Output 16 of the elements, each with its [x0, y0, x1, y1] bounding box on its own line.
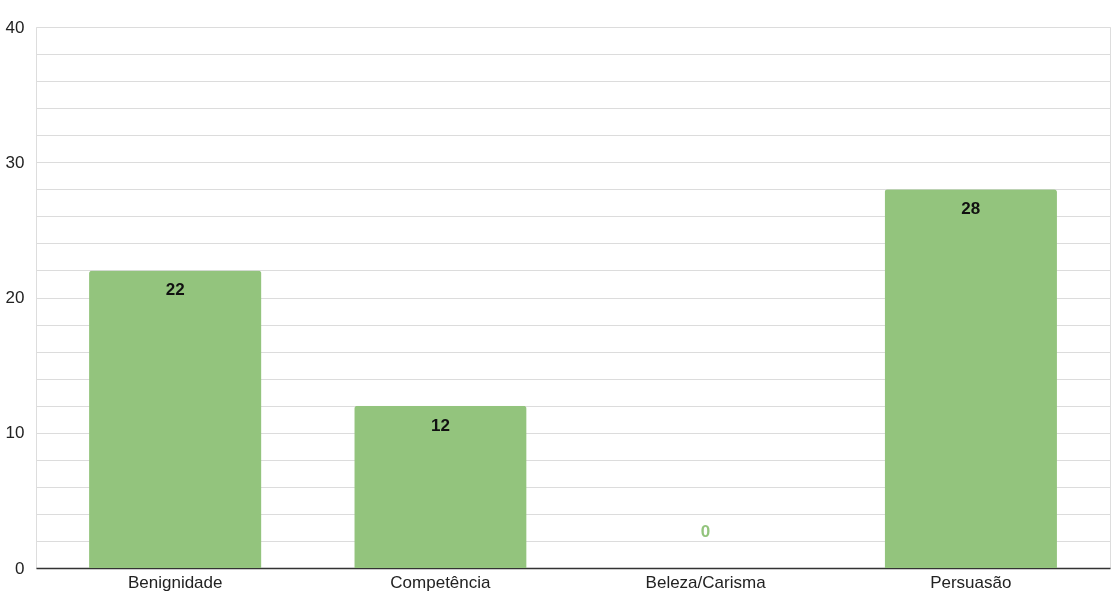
data-label: 22 — [165, 280, 185, 300]
y-tick-label: 10 — [5, 423, 25, 443]
x-tick-label: Benignidade — [127, 572, 223, 592]
x-tick-label: Beleza/Carisma — [645, 572, 767, 592]
bar — [89, 270, 262, 568]
x-tick-label: Competência — [390, 572, 492, 592]
y-tick-label: 0 — [15, 558, 25, 578]
bar — [354, 405, 527, 568]
y-tick-label: 30 — [5, 152, 25, 172]
x-tick-label: Persuasão — [930, 572, 1012, 592]
y-tick-label: 20 — [5, 288, 25, 307]
data-label: 0 — [700, 522, 711, 541]
bar — [884, 189, 1057, 568]
data-label: 12 — [430, 415, 450, 435]
y-tick-label: 40 — [5, 17, 25, 37]
data-label: 28 — [961, 199, 981, 219]
